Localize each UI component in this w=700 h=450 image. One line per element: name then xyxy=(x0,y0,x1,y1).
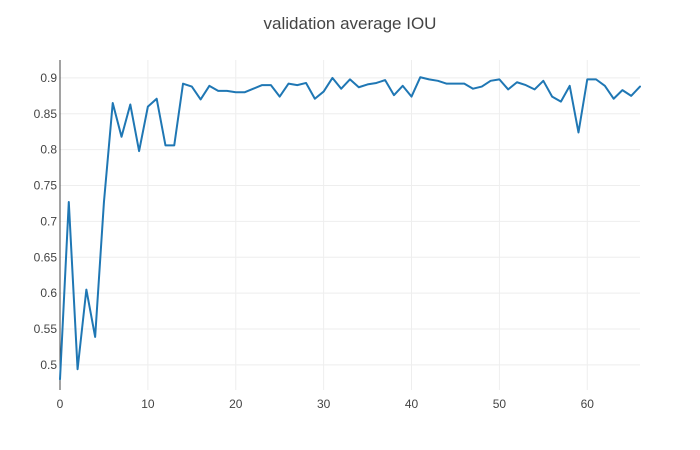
x-tick-label: 50 xyxy=(493,397,507,411)
grid xyxy=(60,60,640,390)
x-tick-label: 30 xyxy=(317,397,331,411)
y-tick-label: 0.7 xyxy=(40,214,57,228)
chart-title: validation average IOU xyxy=(264,14,437,33)
y-tick-label: 0.8 xyxy=(40,143,57,157)
y-tick-label: 0.65 xyxy=(34,250,58,264)
x-tick-label: 40 xyxy=(405,397,419,411)
series-line xyxy=(59,76,641,381)
x-tick-label: 60 xyxy=(581,397,595,411)
y-tick-label: 0.55 xyxy=(34,322,58,336)
series xyxy=(59,76,641,381)
x-tick-label: 0 xyxy=(57,397,64,411)
y-tick-label: 0.6 xyxy=(40,286,57,300)
y-tick-label: 0.5 xyxy=(40,358,57,372)
y-tick-label: 0.85 xyxy=(34,107,58,121)
y-tick-label: 0.75 xyxy=(34,179,58,193)
tick-labels: 0 10 20 30 40 50 60 0.5 0.55 0.6 0.65 0.7 0.75 0.8 0.8… xyxy=(34,71,595,411)
x-tick-label: 20 xyxy=(229,397,243,411)
y-tick-label: 0.9 xyxy=(40,71,57,85)
x-tick-label: 10 xyxy=(141,397,155,411)
